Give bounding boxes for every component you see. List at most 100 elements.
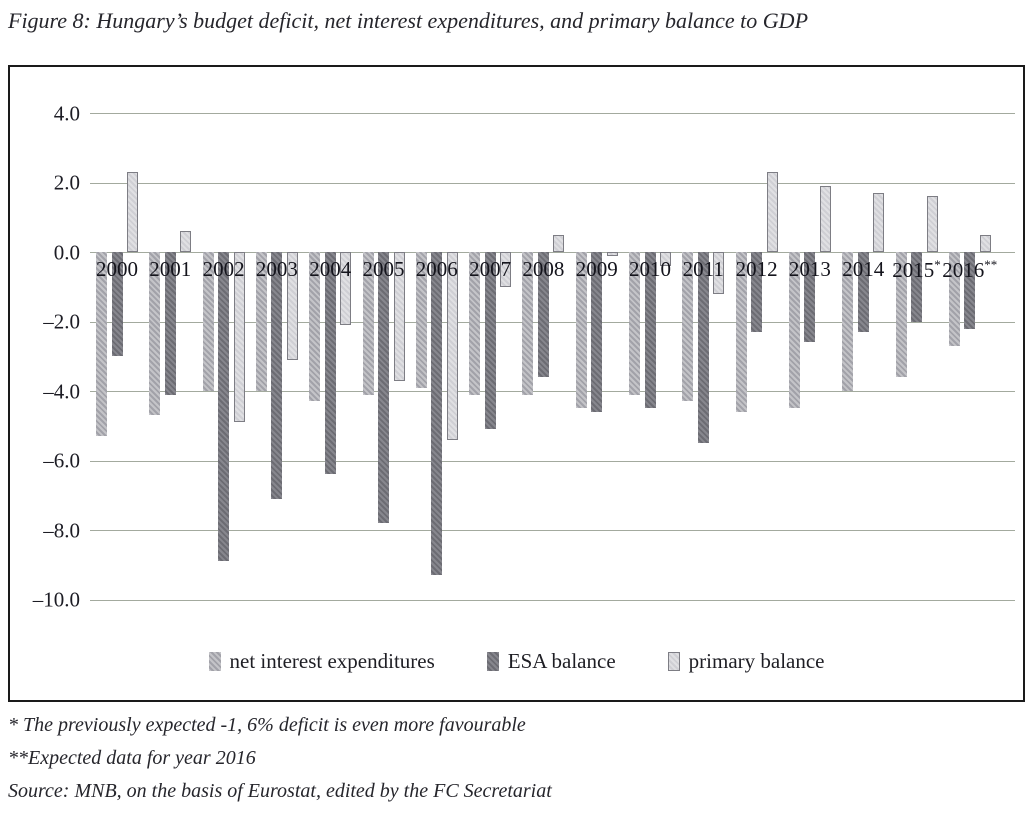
x-axis-year-label-2009: 2009: [575, 257, 618, 281]
legend-swatch-esa-balance: [486, 652, 499, 671]
x-axis-year-label-2010: 2010: [629, 257, 671, 281]
bar-esa-balance-2001: [164, 252, 176, 395]
bar-esa-balance-2011: [697, 252, 709, 444]
bar-primary-balance-2007: [500, 252, 512, 287]
x-axis-year-label-2000: 2000: [96, 257, 138, 281]
figure-title: Figure 8: Hungary’s budget deficit, net …: [8, 8, 809, 33]
bar-primary-balance-2014: [873, 192, 885, 252]
bar-primary-balance-2011: [713, 252, 725, 294]
bar-primary-balance-2005: [393, 252, 405, 381]
bar-net-interest-expenditures-2016: [948, 252, 960, 346]
x-axis-year-label-2005: 2005: [362, 257, 405, 281]
chart-frame: 4.0 2.0 0.0 –2.0 –4.0 –6.0 –8.0 –10.0 2000 2001 20…: [8, 65, 1025, 702]
legend-label-net-interest-expenditures: net interest expenditures: [229, 649, 435, 673]
bar-esa-balance-2007: [484, 252, 496, 430]
x-axis-year-label-2013: 2013: [788, 257, 831, 281]
legend-item-esa-balance: ESA balance: [486, 649, 616, 674]
bar-esa-balance-2002: [218, 252, 230, 562]
bar-net-interest-expenditures-2000: [96, 252, 107, 437]
legend-item-primary-balance: primary balance: [667, 649, 825, 674]
bar-primary-balance-2010: [660, 252, 671, 266]
x-axis-year-label-2007: 2007: [469, 257, 512, 281]
gridline-y--2: [90, 321, 1015, 323]
x-axis-year-label-2001: 2001: [149, 257, 192, 281]
gridline-y-4: [90, 113, 1015, 114]
x-axis-year-label-2003: 2003: [255, 257, 298, 281]
x-axis-year-label-2014: 2014: [842, 257, 885, 281]
x-axis-year-label-2011: 2011: [682, 257, 724, 281]
y-axis-tick-label: –4.0: [43, 379, 80, 403]
bar-esa-balance-2015: [911, 252, 922, 322]
bar-primary-balance-2003: [286, 252, 298, 360]
bar-primary-balance-2009: [606, 252, 618, 256]
bar-net-interest-expenditures-2001: [149, 252, 161, 416]
gridline-y--4: [90, 391, 1015, 392]
y-axis-tick-label: 4.0: [53, 101, 80, 125]
bar-net-interest-expenditures-2011: [682, 252, 694, 402]
bar-net-interest-expenditures-2008: [522, 252, 534, 395]
x-axis-year-label-2016: 2016**: [942, 257, 998, 282]
y-axis-tick-label: –6.0: [43, 448, 80, 473]
gridline-y-2: [90, 182, 1015, 184]
gridline-y--6: [90, 460, 1015, 462]
legend-label-esa-balance: ESA balance: [507, 649, 616, 673]
bar-net-interest-expenditures-2005: [362, 252, 374, 395]
bar-net-interest-expenditures-2006: [415, 252, 427, 388]
bar-esa-balance-2003: [271, 252, 283, 499]
footnote-source: Source: MNB, on the basis of Eurostat, e…: [8, 780, 552, 802]
footnotes: * The previously expected -1, 6% deficit…: [8, 714, 552, 813]
bar-primary-balance-2015: [926, 196, 938, 252]
legend-swatch-primary-balance: [667, 652, 680, 671]
bar-esa-balance-2014: [857, 252, 869, 332]
bar-esa-balance-2010: [644, 252, 656, 409]
gridline-y--10: [90, 599, 1015, 601]
bar-esa-balance-2004: [324, 252, 336, 475]
bar-esa-balance-2000: [111, 252, 123, 357]
x-axis-year-label-2004: 2004: [309, 257, 352, 281]
x-axis-year-label-2012: 2012: [735, 257, 778, 281]
bar-net-interest-expenditures-2012: [735, 252, 747, 412]
y-axis-tick-label: –2.0: [43, 309, 80, 334]
gridline-y--8: [90, 530, 1015, 531]
x-axis-year-label-2002: 2002: [202, 257, 245, 281]
bar-esa-balance-2012: [751, 252, 763, 332]
bar-net-interest-expenditures-2015: [895, 252, 907, 378]
chart-legend: net interest expenditures ESA balance prim…: [10, 649, 1023, 674]
y-axis-tick-label: 2.0: [53, 170, 80, 195]
x-axis-year-label-2008: 2008: [522, 257, 565, 281]
bar-net-interest-expenditures-2002: [202, 252, 214, 391]
bar-net-interest-expenditures-2013: [788, 252, 800, 409]
bar-net-interest-expenditures-2004: [309, 252, 321, 402]
bar-esa-balance-2009: [591, 252, 603, 412]
bar-esa-balance-2016: [964, 252, 976, 329]
legend-label-primary-balance: primary balance: [688, 649, 825, 673]
legend-swatch-net-interest-expenditures: [208, 652, 221, 671]
bar-net-interest-expenditures-2014: [842, 252, 854, 391]
bar-primary-balance-2006: [446, 252, 458, 440]
y-axis-tick-label: 0.0: [53, 240, 80, 264]
plot-area: 4.0 2.0 0.0 –2.0 –4.0 –6.0 –8.0 –10.0 2000 2001 20…: [10, 67, 1023, 700]
bar-net-interest-expenditures-2007: [469, 252, 481, 395]
bar-net-interest-expenditures-2003: [255, 252, 267, 391]
footnote-asterisk: * The previously expected -1, 6% deficit…: [8, 714, 526, 736]
bar-esa-balance-2008: [537, 252, 549, 378]
y-axis-tick-label: –8.0: [43, 518, 80, 542]
bar-primary-balance-2004: [340, 252, 352, 325]
bar-net-interest-expenditures-2009: [575, 252, 587, 409]
bar-primary-balance-2001: [180, 231, 192, 252]
legend-item-net-interest-expenditures: net interest expenditures: [208, 649, 435, 674]
bar-esa-balance-2013: [804, 252, 816, 343]
x-axis-year-label-2006: 2006: [415, 257, 458, 281]
bar-esa-balance-2006: [431, 252, 443, 576]
bar-net-interest-expenditures-2010: [629, 252, 640, 395]
footnote-double-asterisk: **Expected data for year 2016: [8, 747, 256, 769]
bar-primary-balance-2008: [553, 234, 565, 252]
x-axis-year-label-2015: 2015*: [892, 257, 941, 282]
bar-primary-balance-2013: [819, 186, 831, 252]
bar-primary-balance-2012: [766, 172, 778, 252]
bar-primary-balance-2002: [233, 252, 245, 423]
y-axis-tick-label: –10.0: [32, 587, 80, 612]
gridline-y-0: [90, 252, 1015, 253]
bar-primary-balance-2000: [127, 172, 138, 252]
